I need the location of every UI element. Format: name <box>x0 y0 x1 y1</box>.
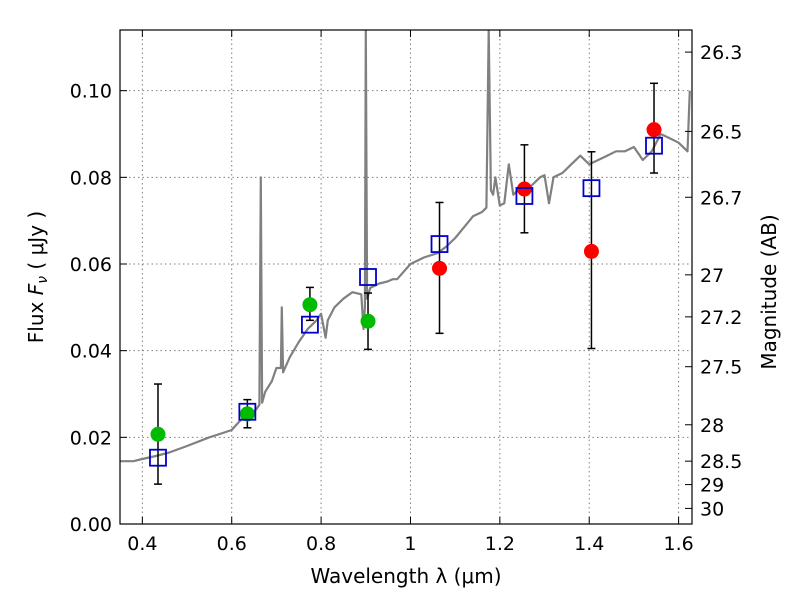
y-tick-label: 0.06 <box>70 254 112 276</box>
x-tick-label: 1.6 <box>663 533 693 555</box>
y2-tick-label: 29 <box>700 475 724 497</box>
y2-tick-label: 28 <box>700 415 724 437</box>
x-tick-label: 1.4 <box>574 533 604 555</box>
y-label-unit: ( μJy ) <box>24 211 48 276</box>
y2-tick-label: 26.3 <box>700 42 742 64</box>
x-axis-label: Wavelength λ (μm) <box>310 564 501 588</box>
y2-tick-label: 27.5 <box>700 357 742 379</box>
red-circle-point <box>516 181 532 197</box>
y-label-symbol: F <box>24 283 48 295</box>
red-circle-point <box>583 243 599 259</box>
green-circle-point <box>239 406 255 422</box>
y-label-subscript: ν <box>35 276 51 284</box>
grid <box>120 30 692 524</box>
plot-frame <box>119 29 693 525</box>
x-tick-label: 0.4 <box>127 533 157 555</box>
y-tick-label: 0.02 <box>70 427 112 449</box>
green-circle-point <box>302 297 318 313</box>
y2-tick-label: 27 <box>700 265 724 287</box>
green-circle-point <box>150 426 166 442</box>
y2-tick-label: 28.5 <box>700 451 742 473</box>
y2-tick-label: 30 <box>700 498 724 520</box>
y-label-text: Flux <box>24 295 48 343</box>
x-tick-label: 1.2 <box>485 533 515 555</box>
y2-tick-label: 27.2 <box>700 307 742 329</box>
data-markers <box>149 122 663 467</box>
error-bars <box>153 82 659 485</box>
red-circle-point <box>432 260 448 276</box>
model-photometry-square <box>582 179 601 198</box>
model-photometry-square <box>238 402 257 421</box>
model-spectrum-line <box>120 30 691 463</box>
green-circle-point <box>360 313 376 329</box>
red-circle-point <box>646 122 662 138</box>
y2-tick-label: 26.7 <box>700 187 742 209</box>
y-tick-label: 0.04 <box>70 341 112 363</box>
x-tick-label: 0.6 <box>217 533 247 555</box>
model-photometry-square <box>645 136 663 155</box>
y-axis-label: Flux Fν ( μJy ) <box>24 211 51 343</box>
x-tick-label: 0.8 <box>306 533 336 555</box>
axis-ticks: 0.4 0.6 0.8 1 1.2 1.4 1.6 0.00 0.02 0.04 0.06 0.08 0… <box>70 30 742 555</box>
y-tick-label: 0.00 <box>70 514 112 536</box>
model-photometry-square <box>359 268 377 286</box>
y-tick-label: 0.08 <box>70 167 112 189</box>
y2-tick-label: 26.5 <box>700 121 742 143</box>
model-photometry-square <box>430 235 449 253</box>
model-spectrum <box>120 30 691 463</box>
model-photometry-square <box>149 448 167 467</box>
model-photometry-square <box>515 187 534 205</box>
model-photometry-square <box>301 315 319 334</box>
y-tick-label: 0.10 <box>70 81 112 103</box>
x-tick-label: 1 <box>404 533 416 555</box>
y2-axis-label: Magnitude (AB) <box>757 214 781 369</box>
